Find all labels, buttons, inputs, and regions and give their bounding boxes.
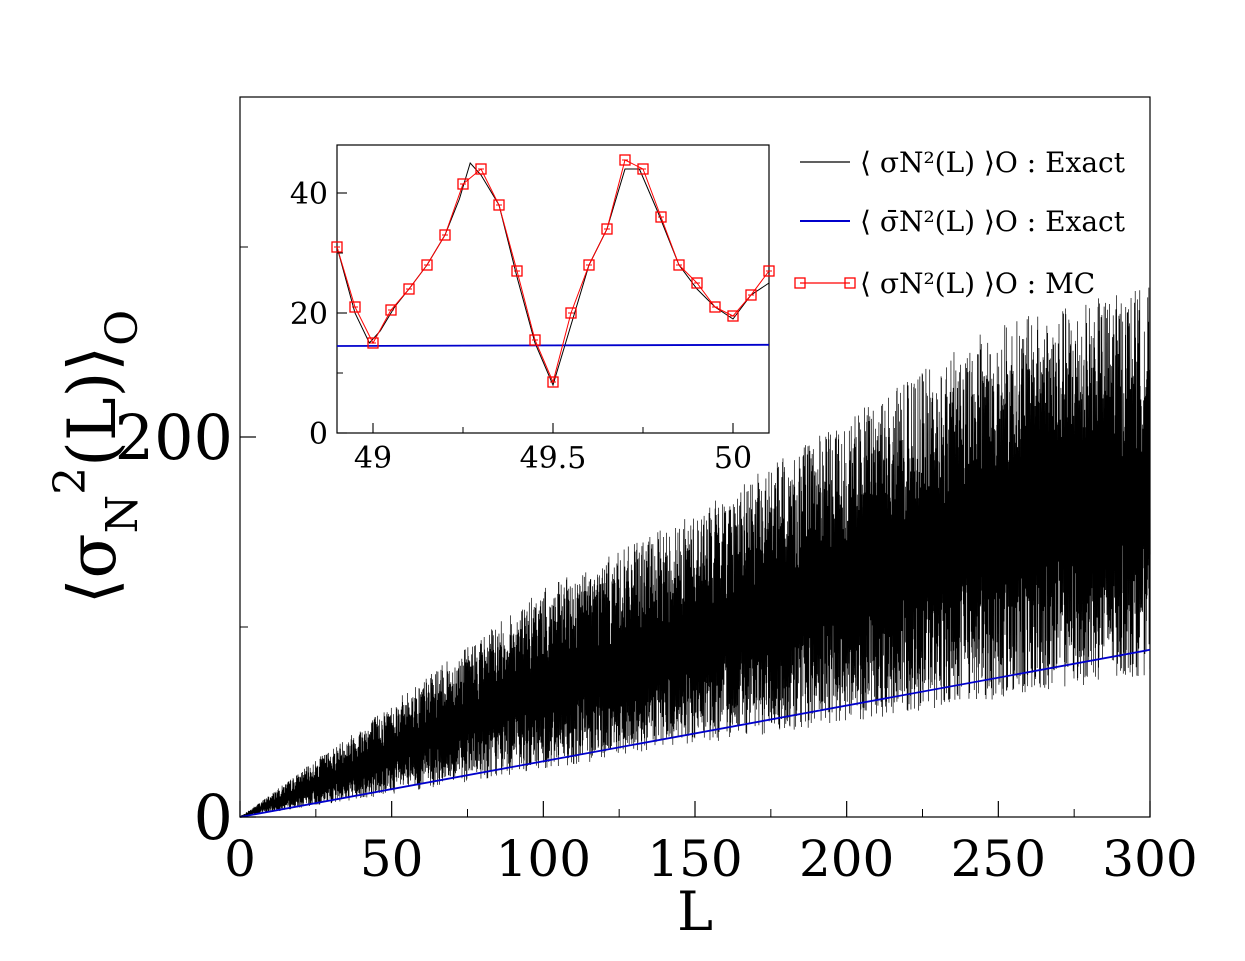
inset-plot-frame [336,144,770,434]
y-axis-label-sup: 2 [45,467,96,495]
inset-mc-point [475,163,487,175]
y-axis-label-sigma: σ [54,533,131,578]
inset-mc-point [673,259,685,271]
inset-mc-point [403,283,415,295]
inset-mc-point [655,211,667,223]
x-tick-label-100: 100 [496,830,591,888]
inset-mc-point [511,265,523,277]
inset-mc-point [385,304,397,316]
legend: ⟨ σN²(L) ⟩O : Exact ⟨ σ̄N²(L) ⟩O : Exact… [794,146,1126,300]
inset-plot-data [331,154,775,388]
inset-y-tick-label-40: 40 [290,177,328,212]
inset-x-tick-label-49: 49 [354,441,392,476]
inset-mc-point [763,265,775,277]
x-tick-label-50: 50 [360,830,424,888]
inset-mc-point [331,241,343,253]
inset-mc-point [547,376,559,388]
legend-label-exact: ⟨ σN²(L) ⟩O : Exact [860,146,1126,179]
inset-mc-point [637,163,649,175]
main-plot-data [239,287,1151,818]
x-tick-label-300: 300 [1102,830,1197,888]
inset-mc-point [367,337,379,349]
legend-marker-mc-left [794,277,806,289]
y-axis-label-outsub: O [97,310,148,346]
y-axis-label-close: ⟩ [54,346,131,372]
x-axis-label: L [677,880,713,943]
legend-marker-mc-right [844,277,856,289]
series-exact-oscillating [239,287,1151,818]
x-tick-label-250: 250 [951,830,1046,888]
inset-mc-point [601,223,613,235]
inset-y-tick-label-0: 0 [309,417,328,452]
y-axis-label-arg: (L) [54,372,131,467]
x-tick-label-200: 200 [799,830,894,888]
inset-mc-point [583,259,595,271]
x-tick-label-150: 150 [647,830,742,888]
y-tick-label-200: 200 [115,401,233,474]
inset-mc-point [565,307,577,319]
legend-label-mean: ⟨ σ̄N²(L) ⟩O : Exact [860,205,1126,238]
series-mean-exact [239,648,1151,818]
inset-plot: 49 49.5 50 0 20 40 [290,144,775,476]
legend-label-mc: ⟨ σN²(L) ⟩O : MC [860,267,1095,300]
inset-mc-point [727,310,739,322]
inset-axis-ticks: 49 49.5 50 0 20 40 [290,177,752,476]
y-axis-label-open: ⟨ [54,578,131,604]
inset-mc-point [619,154,631,166]
inset-y-tick-label-20: 20 [290,297,328,332]
inset-mc-point [709,301,721,313]
inset-mc-point [745,289,757,301]
inset-series-exact [336,162,770,387]
inset-mc-point [421,259,433,271]
svg-text:⟨σN2(L)⟩O: ⟨σN2(L)⟩O [45,310,148,604]
inset-mc-point [493,199,505,211]
inset-x-tick-label-49.5: 49.5 [520,441,587,476]
x-tick-label-0: 0 [224,830,256,888]
inset-mc-point [691,277,703,289]
inset-x-tick-label-50: 50 [714,441,752,476]
inset-series-mean [336,343,770,347]
inset-mc-point [529,334,541,346]
inset-mc-point [457,178,469,190]
inset-mc-point [439,229,451,241]
inset-mc-point [349,301,361,313]
y-axis-label: ⟨σN2(L)⟩O [45,310,148,604]
y-axis-label-sub: N [97,495,148,534]
y-tick-label-0: 0 [194,781,233,854]
